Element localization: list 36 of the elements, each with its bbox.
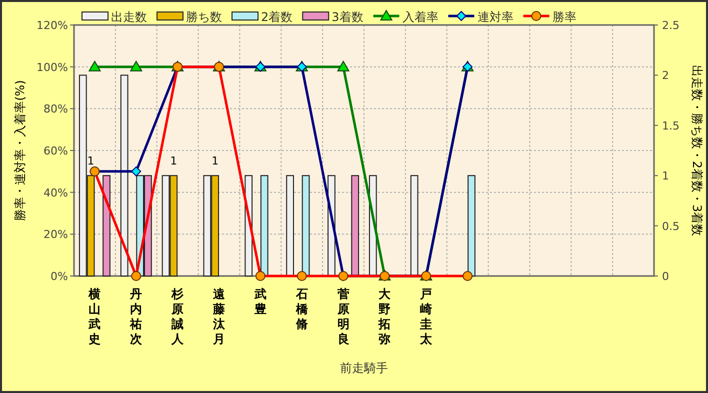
- data-label: 1: [170, 154, 178, 168]
- legend-label: 2着数: [261, 10, 293, 24]
- x-tick-label: 杉原誠人: [170, 287, 185, 346]
- y-tick-label: 20%: [44, 228, 68, 242]
- x-tick-label: 戸崎圭太: [419, 287, 434, 346]
- y-tick-label: 40%: [44, 186, 68, 200]
- y-axis-title: 勝率・連対率・入着率(%): [13, 80, 27, 221]
- legend-label: 勝ち数: [186, 10, 222, 24]
- x-tick-label: 武豊: [253, 287, 266, 316]
- legend-label: 3着数: [332, 10, 364, 24]
- y2-axis-title: 出走数・勝ち数・2着数・3着数: [690, 64, 704, 236]
- legend-label: 入着率: [402, 10, 438, 24]
- y2-tick-label: 1: [662, 170, 669, 183]
- x-tick-label: 大野拓弥: [378, 287, 392, 346]
- legend-label: 勝率: [552, 10, 576, 24]
- data-label: 1: [212, 154, 219, 168]
- y2-tick-label: 0: [662, 270, 669, 283]
- x-tick-label: 遠藤汰月: [212, 287, 226, 346]
- y2-tick-label: 2.5: [662, 19, 680, 32]
- y-tick-label: 120%: [36, 19, 68, 32]
- y-tick-label: 0%: [50, 270, 68, 283]
- x-tick-label: 横山武史: [88, 287, 101, 346]
- x-axis-title: 前走騎手: [340, 361, 388, 375]
- x-tick-label: 菅原明良: [336, 287, 350, 346]
- data-label: 1: [87, 154, 94, 168]
- y2-tick-label: 0.5: [662, 220, 680, 233]
- legend-label: 連対率: [477, 10, 514, 24]
- y-tick-label: 80%: [44, 102, 68, 116]
- y-tick-label: 100%: [36, 60, 68, 74]
- point: [131, 166, 142, 176]
- y2-tick-label: 1.5: [662, 119, 680, 132]
- x-tick-label: 丹内祐次: [129, 287, 144, 346]
- y2-tick-label: 2: [662, 69, 669, 82]
- x-tick-label: 石橋脩: [294, 287, 309, 331]
- y-tick-label: 60%: [44, 144, 68, 158]
- legend-label: 出走数: [111, 10, 147, 24]
